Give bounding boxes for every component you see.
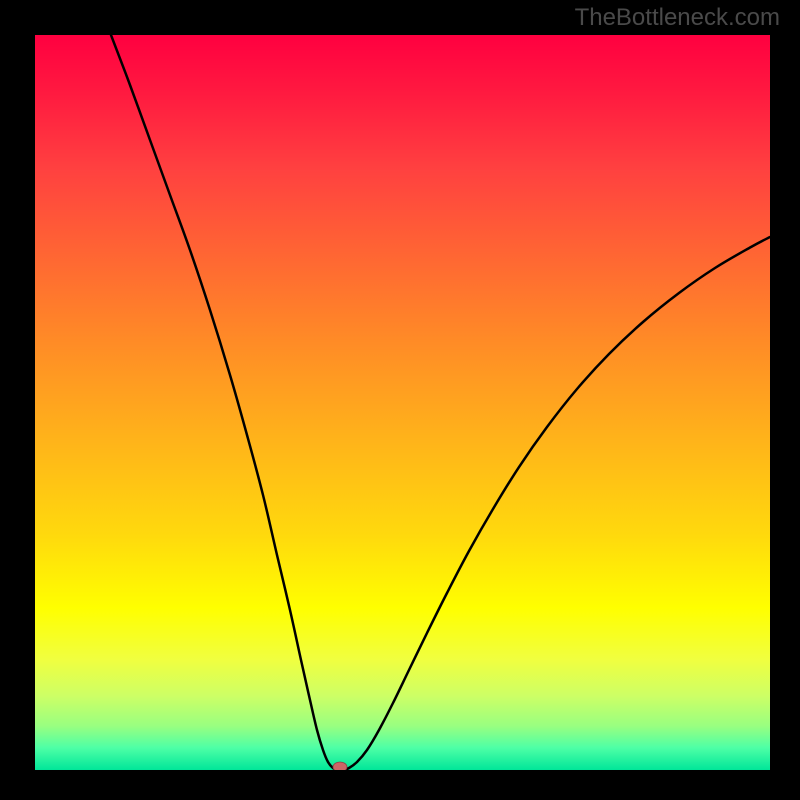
watermark-text: TheBottleneck.com [575, 4, 780, 32]
curve-layer [35, 35, 770, 770]
plot-area [35, 35, 770, 770]
minimum-marker [333, 762, 347, 770]
v-curve [111, 35, 770, 770]
chart-container: TheBottleneck.com [0, 0, 800, 800]
